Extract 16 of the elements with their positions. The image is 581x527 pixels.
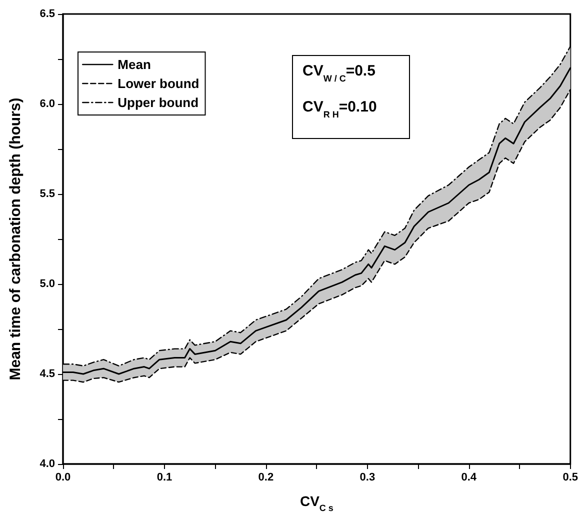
x-tick-label: 0.3	[360, 472, 376, 484]
x-tick-label: 0.5	[562, 472, 578, 484]
legend-label: Lower bound	[118, 76, 200, 91]
x-tick-label: 0.4	[461, 472, 478, 484]
legend-label: Upper bound	[118, 95, 199, 110]
y-tick-label: 6.5	[40, 8, 55, 20]
y-tick-label: 4.0	[40, 458, 55, 470]
y-tick-label: 4.5	[40, 368, 55, 380]
y-tick-label: 5.0	[40, 278, 55, 290]
legend-label: Mean	[118, 57, 151, 72]
x-tick-label: 0.0	[55, 472, 71, 484]
y-tick-label: 5.5	[40, 188, 55, 200]
y-tick-label: 6.0	[40, 98, 55, 110]
x-tick-label: 0.2	[258, 472, 274, 484]
x-tick-label: 0.1	[156, 472, 172, 484]
y-axis-title: Mean time of carbonation depth (hours)	[7, 98, 24, 380]
